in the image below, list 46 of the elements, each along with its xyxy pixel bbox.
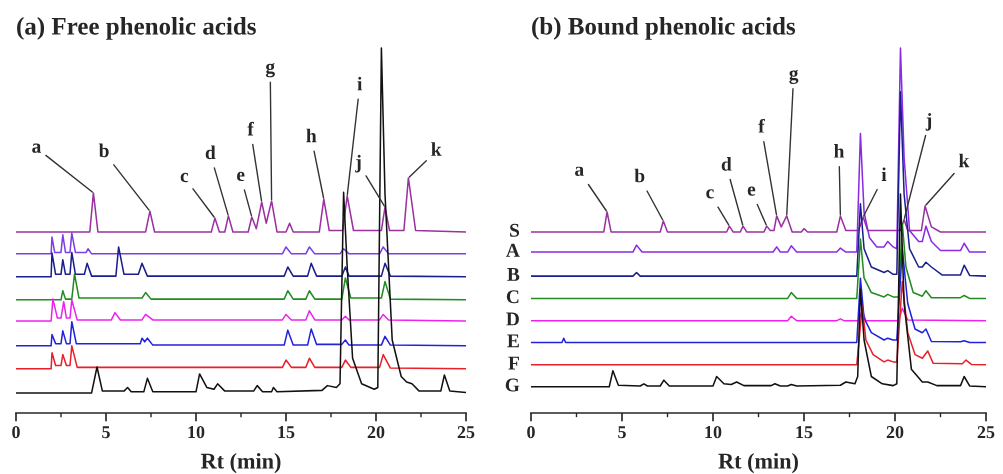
series-label: F (508, 356, 519, 370)
annotation: j (925, 113, 932, 131)
annotation: g (789, 69, 799, 84)
chart-title: (b) Bound phenolic acids (532, 17, 796, 40)
chart-title: (a) Free phenolic acids (17, 17, 256, 40)
annotation: f (247, 121, 255, 136)
annotation: f (758, 118, 765, 133)
annotation: i (881, 167, 887, 181)
annotation: j (355, 154, 361, 173)
x-tick-label: 5 (102, 426, 110, 439)
x-tick-label: 15 (796, 426, 813, 439)
series-label: E (507, 334, 519, 348)
x-tick-label: 0 (12, 426, 20, 439)
x-tick-label: 25 (977, 426, 995, 439)
x-tick-label: 25 (457, 426, 475, 439)
series-label: A (506, 243, 520, 257)
annotation: k (431, 142, 442, 156)
annotation: e (237, 171, 245, 182)
series-label: S (510, 223, 520, 237)
annotation: c (180, 172, 189, 183)
annotation: a (575, 166, 584, 176)
annotation: b (634, 168, 645, 183)
annotation: h (306, 128, 317, 143)
series-label: G (505, 378, 520, 392)
x-tick-label: 5 (618, 426, 626, 439)
annotation: e (747, 186, 756, 196)
annotation: b (98, 143, 109, 158)
annotation: c (706, 189, 714, 199)
x-tick-label: 10 (705, 426, 722, 439)
annotation: a (32, 143, 42, 153)
annotation: d (205, 145, 216, 160)
series-label: D (506, 312, 519, 326)
x-tick-label: 10 (188, 426, 205, 439)
annotation: i (357, 76, 363, 91)
annotation: k (959, 153, 970, 168)
x-tick-label: 15 (278, 426, 295, 439)
series-label: B (507, 268, 520, 281)
series-label: C (506, 290, 519, 304)
annotation: h (834, 144, 845, 158)
annotation: d (721, 157, 732, 171)
annotation: g (265, 63, 275, 78)
x-axis-title: Rt (min) (718, 452, 798, 474)
x-axis-title: Rt (min) (200, 452, 281, 474)
x-tick-label: 0 (527, 426, 535, 439)
x-tick-label: 20 (886, 426, 904, 439)
x-tick-label: 20 (367, 426, 385, 439)
